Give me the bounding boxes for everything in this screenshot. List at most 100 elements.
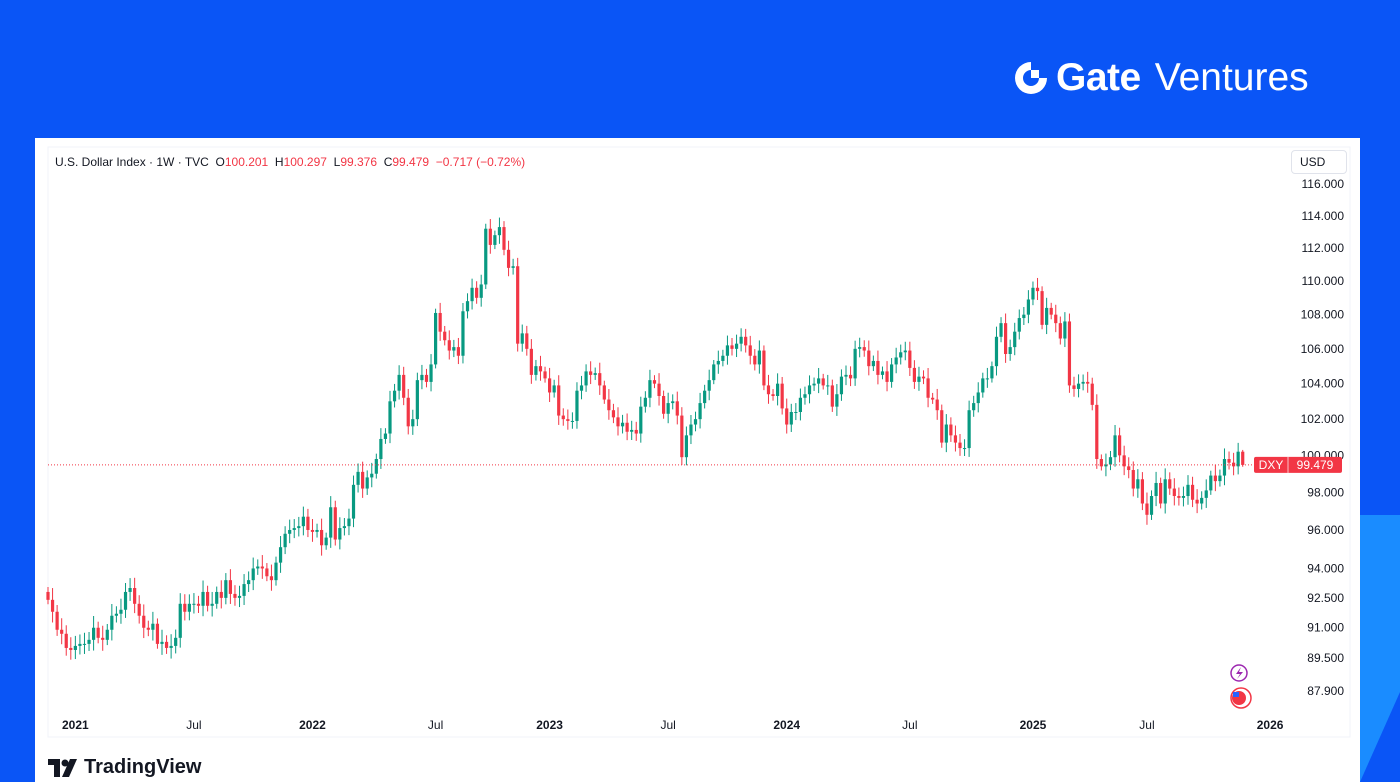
candle-body bbox=[306, 516, 310, 530]
plot-frame bbox=[47, 146, 1351, 738]
candle-body bbox=[885, 371, 889, 382]
candle-body bbox=[630, 429, 634, 432]
candle-body bbox=[999, 323, 1003, 337]
candle-body bbox=[890, 364, 894, 382]
symbol-title: U.S. Dollar Index · 1W · TVC bbox=[55, 155, 209, 169]
currency-button[interactable]: USD bbox=[1291, 150, 1347, 174]
candle-body bbox=[1186, 484, 1190, 497]
candle-body bbox=[465, 301, 470, 312]
candle-body bbox=[119, 609, 123, 614]
candle-body bbox=[1031, 287, 1035, 300]
candle-body bbox=[940, 410, 944, 443]
candle-body bbox=[133, 588, 137, 604]
candle-body bbox=[817, 378, 821, 384]
tradingview-logo[interactable]: TradingView bbox=[48, 756, 201, 779]
candle-body bbox=[657, 383, 661, 396]
candle-body bbox=[607, 399, 611, 411]
candle-body bbox=[776, 383, 780, 396]
candle-body bbox=[908, 350, 912, 368]
candle-body bbox=[839, 376, 844, 395]
candle-body bbox=[1099, 459, 1103, 467]
candle-body bbox=[543, 371, 547, 379]
candle-body bbox=[1168, 479, 1172, 489]
candle-body bbox=[921, 376, 926, 379]
candle-body bbox=[1140, 479, 1144, 504]
candle-body bbox=[976, 392, 980, 404]
candle-body bbox=[160, 641, 164, 644]
candle-body bbox=[693, 419, 698, 425]
candle-body bbox=[798, 397, 802, 412]
candle-body bbox=[589, 371, 593, 375]
x-tick-label: Jul bbox=[1139, 718, 1154, 732]
candle-body bbox=[297, 526, 301, 529]
candle-body bbox=[821, 378, 825, 386]
candle-body bbox=[1136, 479, 1140, 489]
candle-body bbox=[830, 385, 834, 407]
candle-body bbox=[953, 435, 958, 443]
candle-body bbox=[771, 394, 775, 396]
candle-body bbox=[548, 378, 552, 393]
candle-body bbox=[1004, 323, 1008, 355]
candle-body bbox=[164, 641, 169, 648]
candle-body bbox=[292, 528, 296, 530]
candle-body bbox=[579, 385, 584, 391]
candle-body bbox=[215, 591, 219, 604]
candle-body bbox=[1122, 455, 1126, 467]
candle-body bbox=[1067, 321, 1072, 386]
candle-body bbox=[1095, 404, 1099, 460]
candle-body bbox=[552, 385, 556, 393]
candle-body bbox=[721, 355, 725, 361]
candle-body bbox=[662, 395, 666, 414]
candle-body bbox=[780, 383, 784, 409]
candle-body bbox=[105, 629, 109, 640]
candle-body bbox=[429, 364, 433, 382]
candle-body bbox=[525, 333, 529, 349]
tradingview-icon bbox=[48, 758, 77, 777]
y-tick-label: 112.000 bbox=[1302, 241, 1345, 255]
candle-body bbox=[128, 588, 132, 592]
candle-body bbox=[247, 580, 251, 585]
candle-body bbox=[46, 591, 50, 600]
candle-body bbox=[1154, 482, 1158, 497]
candle-body bbox=[415, 380, 419, 420]
candle-body bbox=[931, 397, 935, 400]
candle-body bbox=[666, 403, 670, 414]
candle-body bbox=[1063, 321, 1067, 339]
high-label: H bbox=[274, 155, 284, 169]
candle-body bbox=[242, 584, 246, 596]
candle-body bbox=[529, 348, 533, 375]
y-tick-label: 116.000 bbox=[1302, 177, 1345, 191]
candle-body bbox=[1045, 307, 1049, 325]
candle-body bbox=[424, 374, 429, 382]
candle-body bbox=[1108, 457, 1113, 465]
close-label: C bbox=[383, 155, 393, 169]
candle-body bbox=[557, 385, 561, 416]
candle-body bbox=[899, 352, 903, 358]
candle-body bbox=[169, 645, 173, 648]
candle-body bbox=[620, 422, 625, 427]
candle-body bbox=[237, 595, 242, 598]
candle-body bbox=[123, 591, 128, 610]
y-tick-label: 108.000 bbox=[1301, 308, 1345, 322]
candle-body bbox=[324, 537, 328, 546]
x-tick-label: Jul bbox=[186, 718, 201, 732]
candle-body bbox=[365, 477, 369, 489]
candle-body bbox=[265, 568, 269, 577]
candle-body bbox=[871, 360, 875, 367]
tradingview-label: TradingView bbox=[84, 756, 202, 778]
candle-body bbox=[142, 615, 146, 628]
low-label: L bbox=[333, 155, 341, 169]
candle-body bbox=[224, 580, 228, 598]
candle-body bbox=[55, 611, 59, 630]
candle-body bbox=[484, 228, 488, 285]
candle-body bbox=[844, 374, 848, 377]
candle-body bbox=[288, 529, 292, 534]
open-value: 100.201 bbox=[224, 155, 269, 169]
candle-body bbox=[1086, 381, 1090, 384]
candle-body bbox=[807, 385, 812, 395]
candle-body bbox=[1026, 299, 1030, 315]
x-tick-label: 2022 bbox=[299, 718, 326, 732]
y-tick-label: 110.000 bbox=[1302, 274, 1345, 288]
candle-body bbox=[625, 422, 629, 432]
